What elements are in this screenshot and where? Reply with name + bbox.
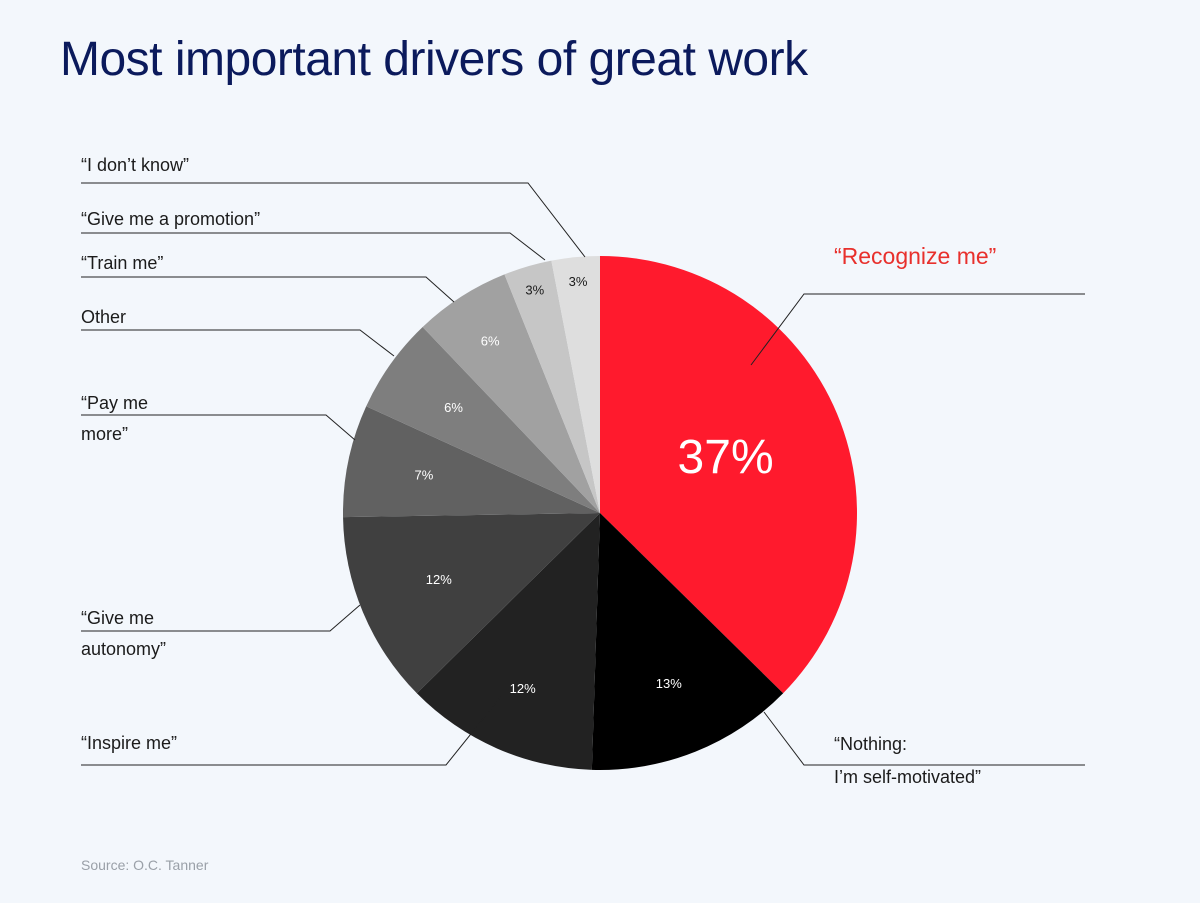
value-label: 13%: [656, 676, 682, 691]
leader-line: [750, 293, 1085, 366]
category-label: “Inspire me”: [81, 733, 177, 753]
leader-line: [81, 329, 395, 357]
category-label: “Nothing: I’m self-motivated”: [834, 734, 981, 787]
category-label: “Give me a promotion”: [81, 209, 260, 229]
page-title: Most important drivers of great work: [60, 33, 808, 86]
pie-slice: [504, 260, 600, 513]
category-label: “Train me”: [81, 253, 163, 273]
pie-slice: [591, 513, 784, 770]
leader-line: [81, 232, 546, 261]
pie-slice: [551, 256, 600, 513]
value-label: 12%: [426, 572, 452, 587]
value-label: 37%: [678, 431, 774, 484]
pie-slices: [342, 256, 857, 770]
value-label: 3%: [525, 283, 544, 298]
leader-line: [81, 414, 356, 441]
leader-lines: [81, 182, 1085, 766]
pie-slice: [416, 513, 600, 770]
leader-line: [81, 276, 455, 303]
category-label: “I don’t know”: [81, 155, 189, 175]
leader-line: [81, 182, 586, 258]
pie-slice: [343, 513, 600, 694]
category-label: “Recognize me”: [834, 243, 996, 269]
value-label: 7%: [415, 468, 434, 483]
leader-line: [81, 693, 504, 766]
source-note: Source: O.C. Tanner: [81, 857, 209, 873]
pie-slice: [600, 256, 857, 694]
value-label: 12%: [510, 681, 536, 696]
category-label: “Give me autonomy”: [81, 608, 166, 659]
value-label: 6%: [481, 334, 500, 349]
pie-slice: [422, 274, 600, 513]
category-label: Other: [81, 307, 126, 327]
category-labels: “Recognize me” “Nothing: I’m self-motivate…: [81, 155, 996, 787]
leader-line: [763, 711, 1085, 766]
pie-slice: [342, 406, 600, 518]
value-label: 3%: [569, 274, 588, 289]
pie-slice: [366, 327, 600, 513]
value-labels: 37% 13% 12% 12% 7% 6% 6% 3% 3%: [415, 274, 774, 696]
category-label: “Pay me more”: [81, 393, 148, 444]
leader-line: [81, 604, 361, 632]
value-label: 6%: [444, 400, 463, 415]
